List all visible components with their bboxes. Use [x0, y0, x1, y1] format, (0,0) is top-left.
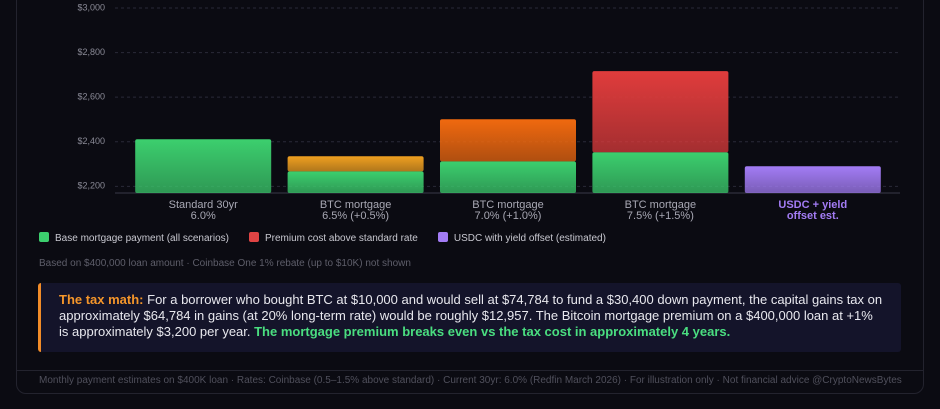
bar-segment	[592, 71, 729, 153]
bar-segment	[440, 119, 576, 162]
bar-segment	[287, 171, 424, 193]
card	[16, 0, 924, 394]
y-tick-label: $3,000	[77, 2, 105, 12]
tax-math-label: The tax math:	[59, 292, 144, 307]
tax-math-highlight: The mortgage premium breaks even vs the …	[254, 324, 731, 339]
x-tick-label: Standard 30yr	[169, 199, 238, 211]
bar-segment	[287, 156, 424, 172]
legend-swatch	[248, 232, 259, 242]
y-tick-label: $2,200	[77, 181, 105, 191]
bar-segment	[744, 166, 881, 193]
bar-segment	[592, 152, 729, 193]
bar-segment	[135, 139, 272, 193]
legend-label: USDC with yield offset (estimated)	[453, 233, 606, 244]
legend-label: Premium cost above standard rate	[264, 233, 418, 244]
legend: Base mortgage payment (all scenarios) Pre…	[39, 232, 606, 244]
x-tick-label: BTC mortgage	[320, 199, 392, 211]
tax-math-text: For a borrower who bought BTC at $10,000…	[59, 292, 883, 339]
x-tick-label: USDC + yield	[778, 199, 847, 211]
x-tick-label: 7.5% (+1.5%)	[627, 210, 694, 222]
y-tick-label: $2,400	[77, 136, 105, 146]
footer: Monthly payment estimates on $400K loan …	[39, 375, 902, 386]
legend-item: Premium cost above standard rate	[248, 232, 418, 244]
tax-math-box: The tax math: For a borrower who bought …	[38, 283, 901, 352]
legend-swatch	[39, 232, 49, 242]
legend-item: USDC with yield offset (estimated)	[437, 232, 606, 244]
x-tick-label: BTC mortgage	[625, 199, 697, 211]
legend-item: Base mortgage payment (all scenarios)	[39, 232, 229, 244]
y-tick-label: $2,800	[77, 47, 105, 57]
x-tick-label: BTC mortgage	[472, 199, 544, 211]
x-tick-label: 6.0%	[191, 210, 216, 222]
separator	[17, 370, 923, 371]
legend-label: Base mortgage payment (all scenarios)	[55, 233, 229, 244]
x-tick-label: 7.0% (+1.0%)	[475, 210, 542, 222]
note: Based on $400,000 loan amount · Coinbase…	[39, 258, 411, 269]
x-tick-label: offset est.	[787, 210, 839, 222]
y-tick-label: $2,600	[77, 92, 105, 102]
x-tick-label: 6.5% (+0.5%)	[322, 210, 389, 222]
legend-swatch	[437, 232, 448, 242]
bar-segment	[440, 161, 576, 193]
chart: $2,200 $2,400 $2,600 $2,800 $3,000 Standard 3…	[77, 2, 900, 222]
